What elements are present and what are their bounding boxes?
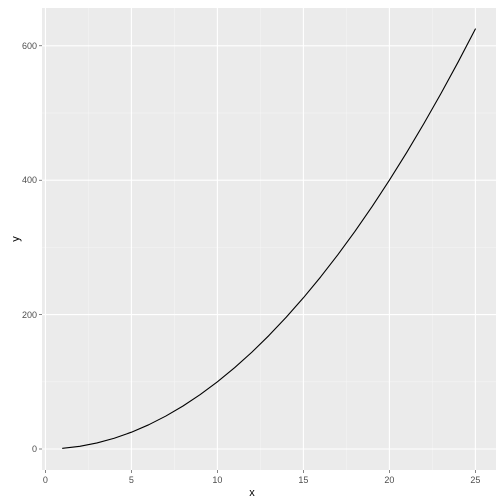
y-tick-label: 400 — [22, 175, 37, 185]
x-tick-label: 15 — [298, 475, 308, 485]
y-axis-title: y — [10, 8, 22, 470]
y-tick-label: 0 — [32, 444, 37, 454]
x-tick-label: 25 — [470, 475, 480, 485]
x-axis-title: x — [0, 487, 504, 499]
y-tick-label: 200 — [22, 310, 37, 320]
x-tick-label: 0 — [43, 475, 48, 485]
x-tick-label: 20 — [384, 475, 394, 485]
x-tick-label: 10 — [212, 475, 222, 485]
line-chart — [0, 0, 504, 504]
x-tick-label: 5 — [129, 475, 134, 485]
chart-container: 0 5 10 15 20 25 0 200 400 600 x y — [0, 0, 504, 504]
y-tick-label: 600 — [22, 41, 37, 51]
